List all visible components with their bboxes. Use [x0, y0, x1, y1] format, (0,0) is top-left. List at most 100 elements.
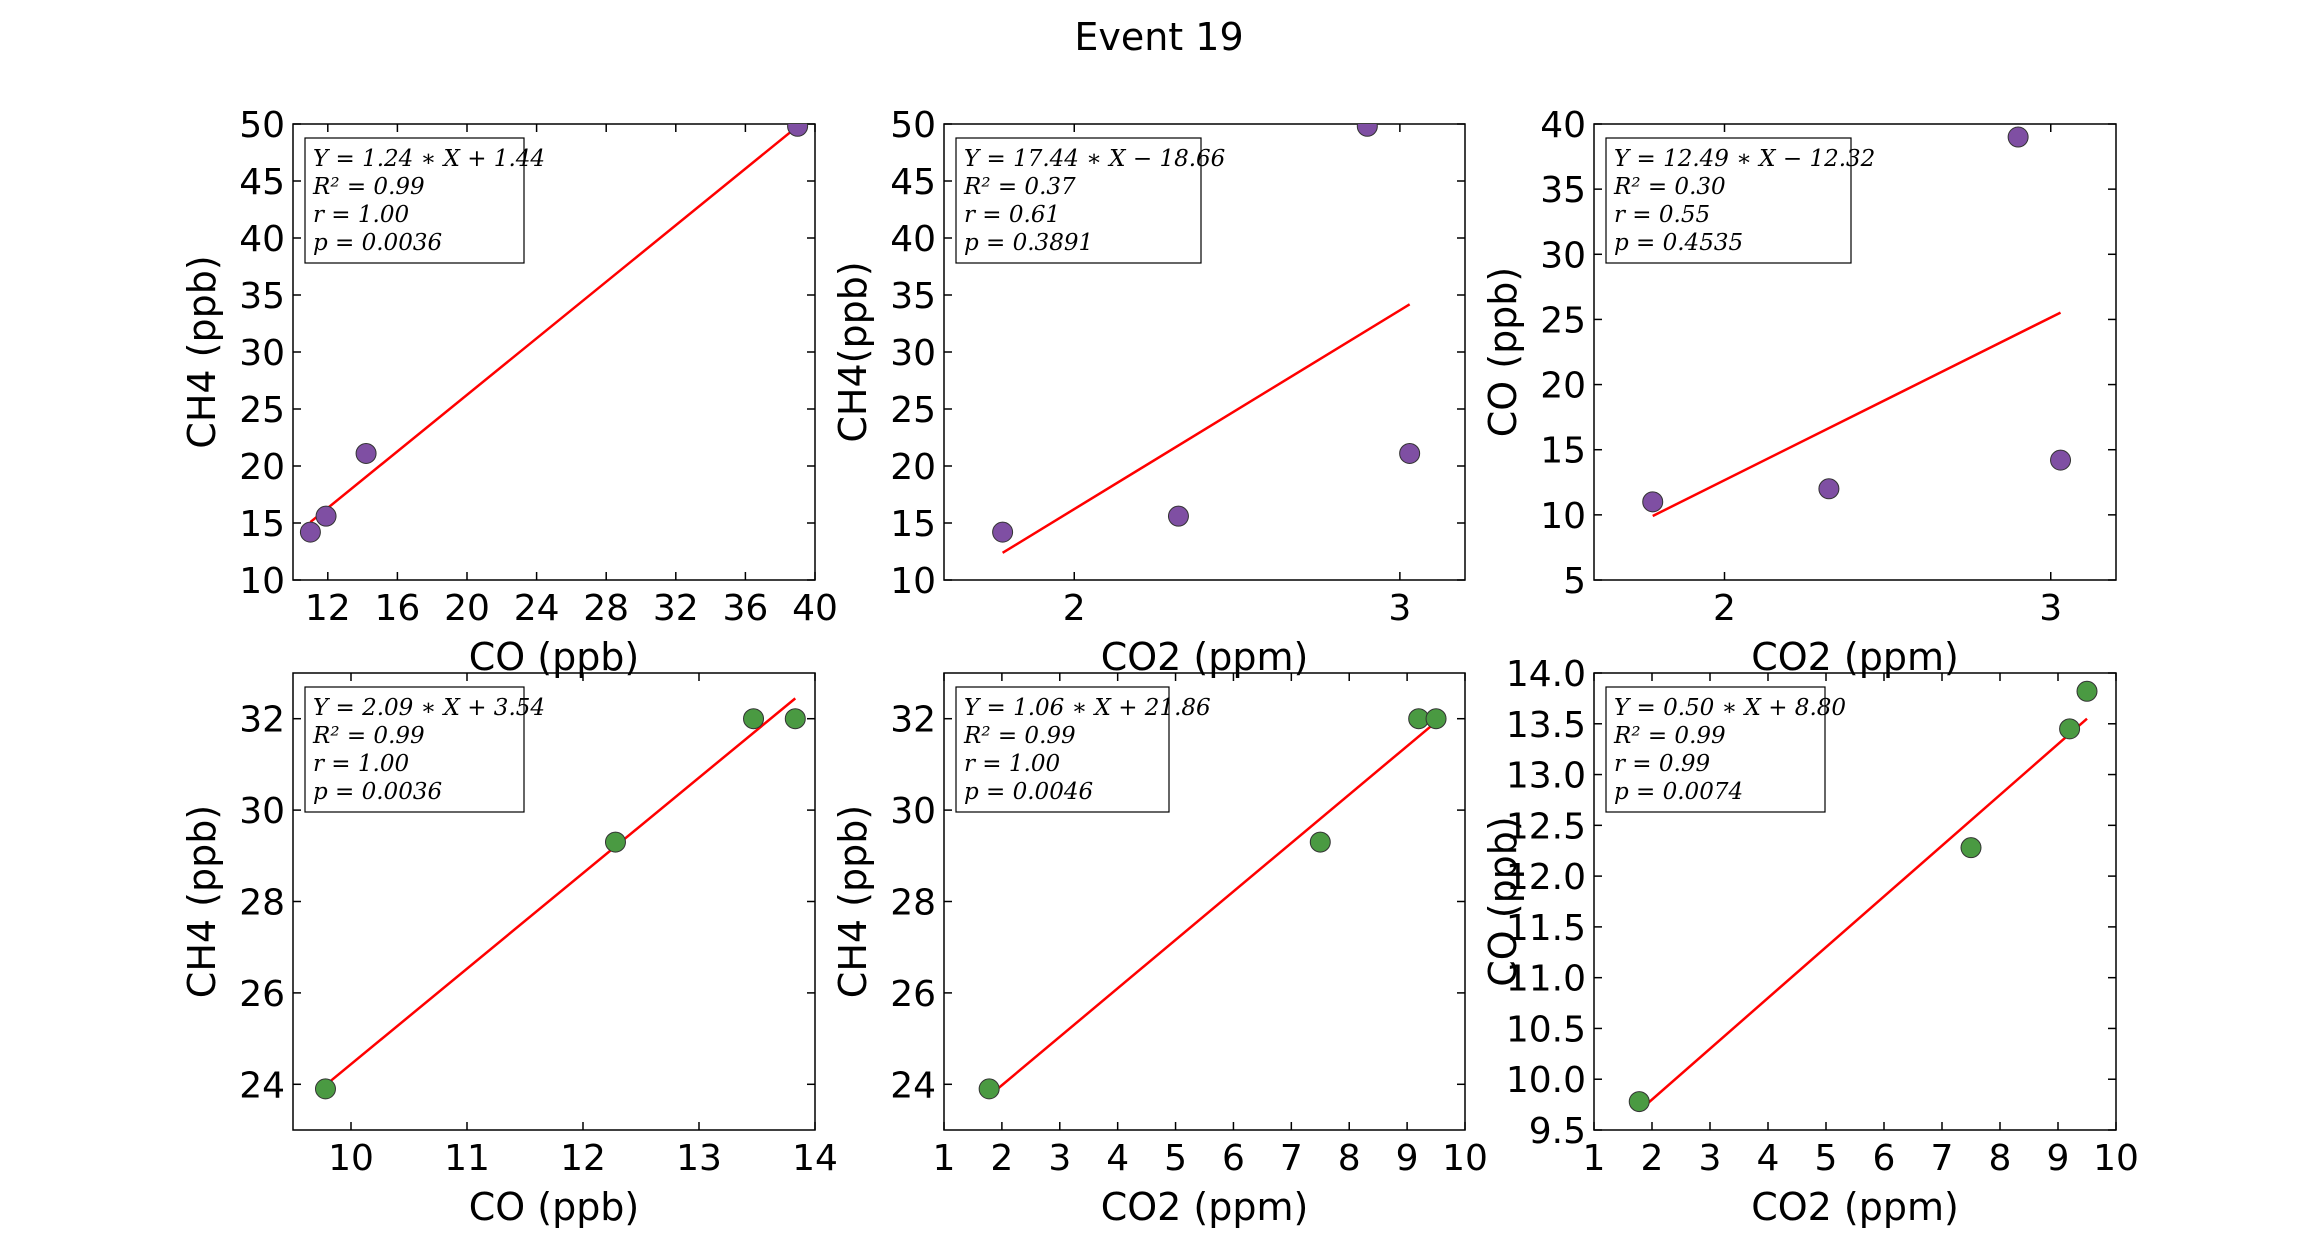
x-tick-label: 9	[1396, 1138, 1419, 1179]
stats-line: R² = 0.30	[1613, 174, 1726, 200]
x-axis-label: CO (ppb)	[469, 1185, 640, 1229]
data-point	[1167, 505, 1189, 527]
y-tick-label: 35	[1540, 170, 1586, 211]
data-point	[992, 521, 1014, 543]
data-point	[2076, 680, 2098, 702]
x-tick-label: 5	[1815, 1138, 1838, 1179]
x-tick-label: 10	[1442, 1138, 1488, 1179]
x-tick-label: 4	[1757, 1138, 1780, 1179]
stats-line: r = 1.00	[964, 751, 1060, 777]
x-tick-label: 11	[444, 1138, 490, 1179]
y-tick-label: 35	[890, 276, 936, 317]
stats-box	[304, 686, 525, 813]
y-tick-label: 20	[239, 447, 285, 488]
y-tick-label: 11.0	[1506, 959, 1586, 1000]
y-tick-label: 30	[890, 791, 936, 832]
y-tick-label: 10	[1540, 496, 1586, 537]
y-axis-label: CH4 (ppb)	[180, 805, 224, 998]
stats-line: R² = 0.37	[963, 174, 1076, 200]
stats-line: Y = 2.09 ∗ X + 3.54	[313, 695, 545, 721]
x-axis-label: CO2 (ppm)	[1101, 1185, 1309, 1229]
y-tick-label: 15	[890, 504, 936, 545]
data-point	[1356, 124, 1378, 137]
stats-box	[304, 137, 525, 264]
data-point	[2059, 718, 2081, 740]
stats-line: p = 0.0074	[1614, 779, 1743, 805]
y-tick-label: 26	[890, 974, 936, 1015]
y-tick-label: 14.0	[1506, 654, 1586, 695]
plot-frame	[1593, 672, 2117, 1131]
y-tick-label: 28	[239, 883, 285, 924]
data-point	[1818, 478, 1840, 500]
x-tick-label: 9	[2047, 1138, 2070, 1179]
data-point	[314, 1078, 336, 1100]
y-tick-label: 28	[890, 883, 936, 924]
regression-line	[1001, 303, 1411, 554]
y-tick-label: 40	[890, 219, 936, 260]
y-tick-label: 24	[890, 1065, 936, 1106]
stats-line: p = 0.0036	[313, 779, 442, 805]
subplot-4: 10 11 12 13 14 24 26 28 30 32 CO (ppb) CH4 (ppb) Y =…	[180, 672, 838, 1229]
stats-line: Y = 1.06 ∗ X + 21.86	[964, 695, 1211, 721]
data-point	[1425, 708, 1447, 730]
x-tick-label: 6	[1873, 1138, 1896, 1179]
y-tick-label: 25	[239, 390, 285, 431]
y-axis-label: CO (ppb)	[1481, 267, 1525, 438]
y-tick-label: 10.5	[1506, 1009, 1586, 1050]
x-tick-label: 10	[328, 1138, 374, 1179]
y-tick-label: 10.0	[1506, 1060, 1586, 1101]
y-axis-label: CO (ppb)	[1481, 816, 1525, 987]
regression-line	[324, 697, 797, 1087]
y-tick-label: 45	[890, 162, 936, 203]
y-tick-label: 24	[239, 1065, 285, 1106]
x-axis-label: CO2 (ppm)	[1751, 1185, 1959, 1229]
figure-title: Event 19	[1074, 15, 1243, 59]
y-tick-label: 30	[239, 333, 285, 374]
x-axis-label: CO2 (ppm)	[1751, 635, 1959, 679]
data-point	[1309, 831, 1331, 853]
regression-line	[1652, 311, 2062, 518]
x-tick-label: 2	[1713, 588, 1736, 629]
y-tick-label: 32	[890, 700, 936, 741]
x-tick-label: 10	[2093, 1138, 2139, 1179]
subplot-1: 12 16 20 24 28 32 36 40 10 15 20 25 30 35 40 45 50 CO (pp…	[180, 105, 838, 679]
stats-line: R² = 0.99	[312, 723, 425, 749]
y-tick-label: 50	[239, 105, 285, 146]
stats-line: r = 0.55	[1614, 202, 1710, 228]
data-point	[2007, 126, 2029, 148]
x-tick-label: 2	[1063, 588, 1086, 629]
subplot-2: 2 3 10 15 20 25 30 35 40 45 50 CO2 (ppm) CH4(ppb) Y =…	[831, 105, 1466, 679]
x-tick-label: 8	[1989, 1138, 2012, 1179]
x-tick-label: 3	[1388, 588, 1411, 629]
y-tick-label: 20	[890, 447, 936, 488]
data-point	[604, 831, 626, 853]
data-point	[787, 124, 809, 137]
data-point	[1628, 1091, 1650, 1113]
points-group	[299, 124, 809, 543]
y-tick-label: 20	[1540, 366, 1586, 407]
data-point	[299, 521, 321, 543]
x-axis-label: CO2 (ppm)	[1101, 635, 1309, 679]
x-tick-label: 16	[374, 588, 420, 629]
points-group	[1642, 126, 2072, 513]
stats-line: p = 0.4535	[1614, 230, 1743, 256]
y-tick-label: 45	[239, 162, 285, 203]
stats-line: p = 0.3891	[964, 230, 1093, 256]
points-group	[314, 708, 806, 1100]
y-tick-label: 25	[890, 390, 936, 431]
y-tick-label: 13.5	[1506, 705, 1586, 746]
y-tick-label: 15	[239, 504, 285, 545]
x-tick-label: 14	[792, 1138, 838, 1179]
data-point	[2050, 449, 2072, 471]
data-point	[355, 442, 377, 464]
y-tick-label: 15	[1540, 431, 1586, 472]
y-tick-label: 10	[239, 561, 285, 602]
y-tick-label: 13.0	[1506, 756, 1586, 797]
stats-box	[1605, 137, 1852, 264]
stats-box	[1605, 686, 1826, 813]
data-point	[784, 708, 806, 730]
data-point	[1399, 442, 1421, 464]
